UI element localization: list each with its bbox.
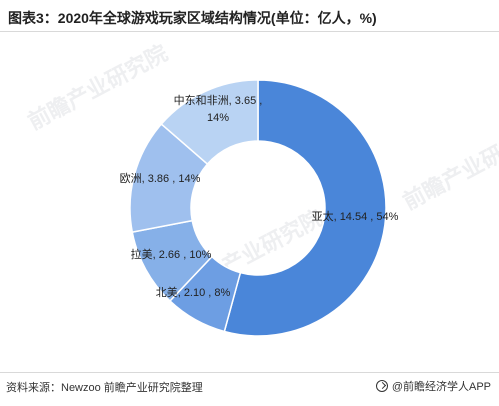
brand-label: @前瞻经济学人APP: [391, 381, 491, 393]
slice-label-亚太: 亚太, 14.54 , 54%: [312, 210, 399, 223]
slice-label-line: 14%: [207, 112, 229, 124]
brand-logo-icon: [375, 380, 388, 392]
slice-label-拉美: 拉美, 2.66 , 10%: [131, 247, 212, 261]
source-note: 资料来源：Newzoo 前瞻产业研究院整理: [6, 382, 203, 394]
slice-亚太: [223, 79, 387, 337]
donut-chart: 亚太, 14.54 , 54% 北美, 2.10 , 8% 拉美, 2.66 , 1…: [120, 79, 399, 337]
title-bar: 图表3：2020年全球游戏玩家区域结构情况(单位：亿人，%): [0, 0, 499, 34]
brand: @前瞻经济学人APP: [375, 378, 491, 394]
chart-title: 图表3：2020年全球游戏玩家区域结构情况(单位：亿人，%): [8, 10, 377, 26]
slice-label-中东和非洲: 中东和非洲, 3.65 , 14%: [174, 94, 263, 124]
slice-中东和非洲: [160, 79, 259, 166]
title-divider: [0, 31, 499, 32]
slice-label-北美: 北美, 2.10 , 8%: [156, 286, 231, 299]
footer-divider: [0, 372, 499, 373]
slice-label-欧洲: 欧洲, 3.86 , 14%: [120, 172, 201, 185]
slice-label-line: 中东和非洲, 3.65 ,: [174, 94, 263, 107]
